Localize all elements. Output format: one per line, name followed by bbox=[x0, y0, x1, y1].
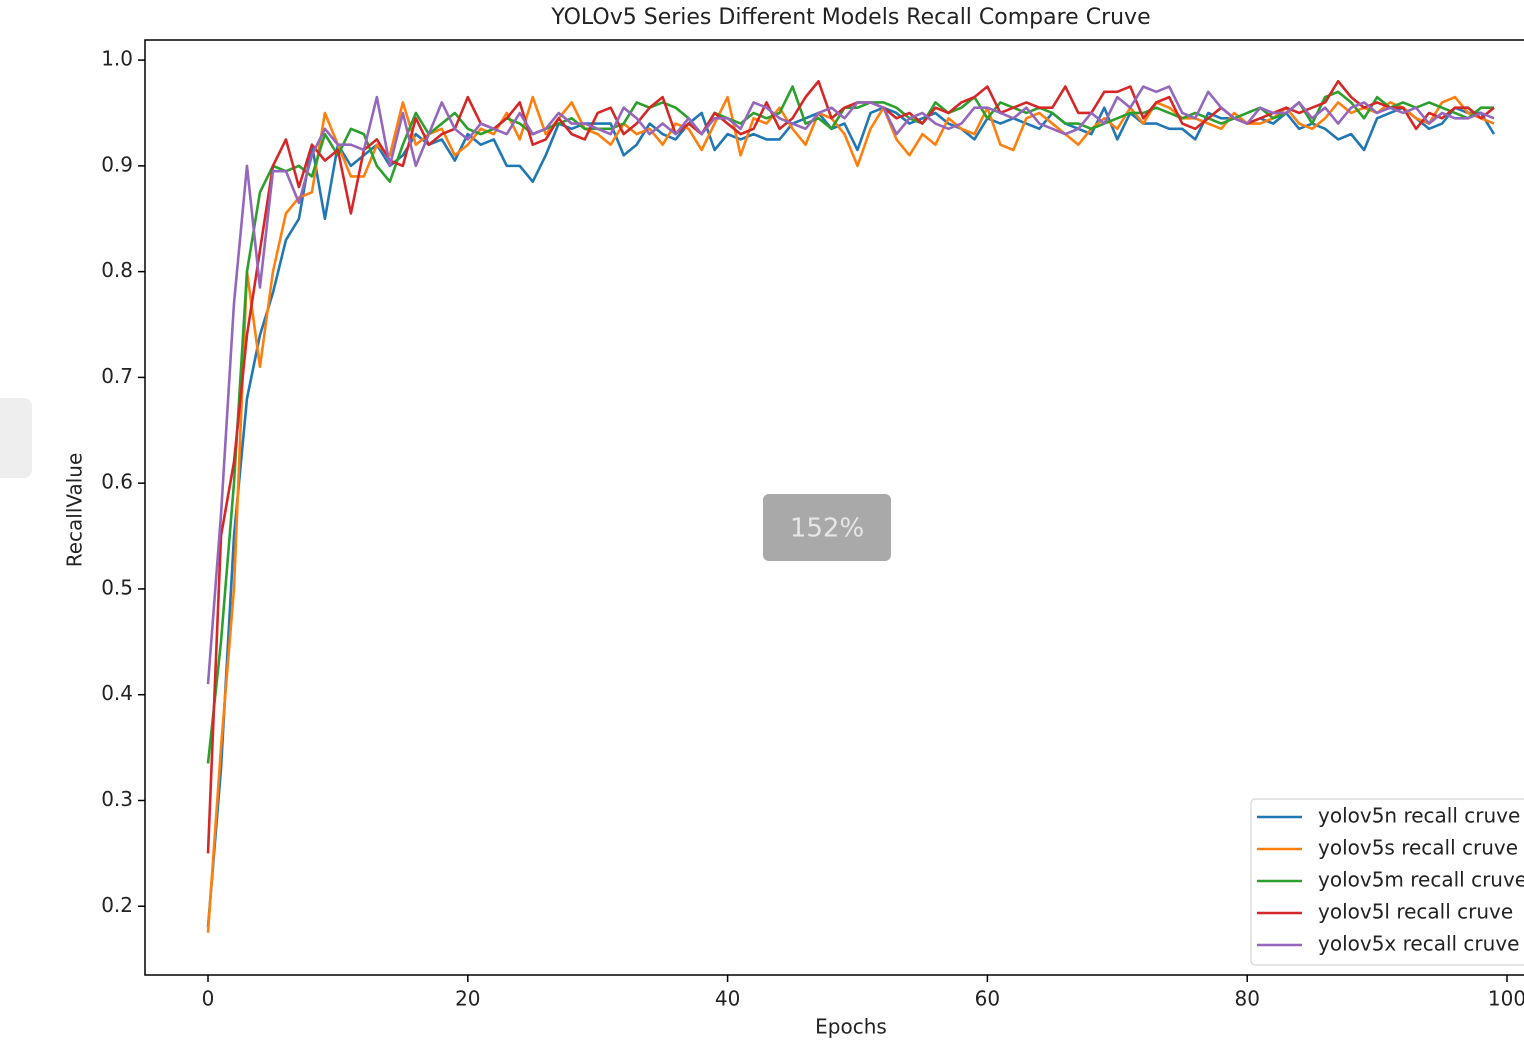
x-tick-label: 40 bbox=[715, 987, 740, 1011]
y-tick-label: 0.2 bbox=[101, 893, 133, 917]
plot-area: 0.2 0.3 0.4 0.5 0.6 0.7 0.8 0.9 1.0 0 20 40 60 80 100 bbox=[101, 39, 1524, 1011]
legend-box bbox=[1250, 798, 1524, 966]
y-axis-label: RecallValue bbox=[63, 453, 87, 568]
x-tick-label: 60 bbox=[975, 987, 1000, 1011]
series-line bbox=[206, 85, 1495, 685]
x-tick-label: 80 bbox=[1234, 987, 1259, 1011]
y-tick-label: 0.7 bbox=[101, 364, 133, 388]
y-tick-label: 0.8 bbox=[101, 258, 133, 282]
y-tick-label: 0.3 bbox=[101, 787, 133, 811]
x-axis-label: Epochs bbox=[815, 1015, 887, 1039]
legend: yolov5n recall cruve yolov5s recall cruve… bbox=[1250, 798, 1524, 966]
zoom-badge bbox=[763, 494, 891, 561]
x-tick-label: 100 bbox=[1488, 987, 1524, 1011]
legend-label: yolov5m recall cruve bbox=[1318, 868, 1524, 892]
y-tick-label: 0.6 bbox=[101, 470, 133, 494]
y-tick-label: 0.9 bbox=[101, 152, 133, 176]
x-tick-label: 20 bbox=[455, 987, 480, 1011]
zoom-label: 152% bbox=[790, 514, 864, 544]
y-tick-label: 0.4 bbox=[101, 681, 133, 705]
series-line bbox=[206, 85, 1495, 764]
chart-title: YOLOv5 Series Different Models Recall Co… bbox=[550, 5, 1150, 30]
axes-frame bbox=[144, 39, 1524, 976]
legend-label: yolov5l recall cruve bbox=[1318, 900, 1513, 924]
legend-label: yolov5s recall cruve bbox=[1318, 836, 1518, 860]
series-line bbox=[206, 79, 1495, 854]
x-tick-label: 0 bbox=[202, 987, 215, 1011]
y-tick-label: 0.5 bbox=[101, 575, 133, 599]
y-tick-label: 1.0 bbox=[101, 47, 133, 71]
legend-label: yolov5n recall cruve bbox=[1318, 804, 1520, 828]
legend-label: yolov5x recall cruve bbox=[1318, 932, 1519, 956]
side-tab[interactable] bbox=[0, 398, 32, 478]
